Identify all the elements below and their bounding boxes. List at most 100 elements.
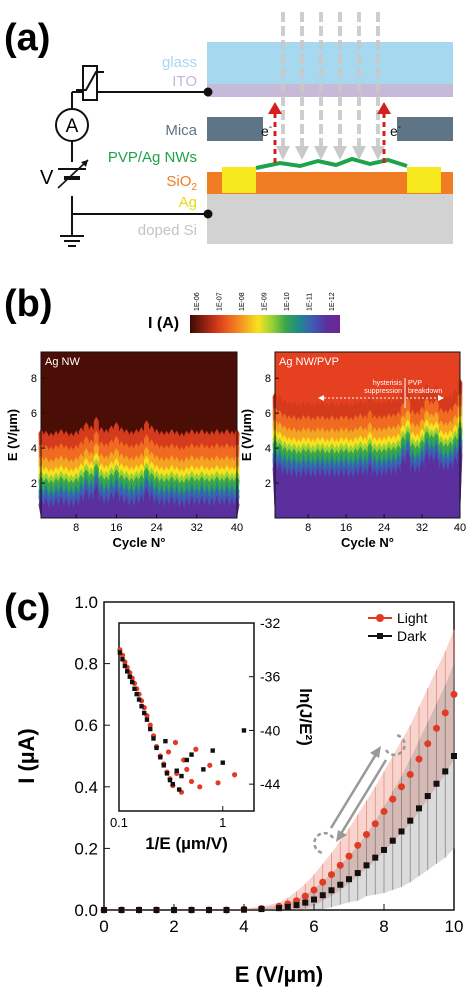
inset-dark-point xyxy=(122,663,128,669)
inset-dark-point xyxy=(184,757,189,763)
light-point xyxy=(354,841,362,849)
inset-dark-point xyxy=(163,738,168,744)
dark-point xyxy=(381,846,387,853)
dark-point xyxy=(337,881,344,888)
light-point xyxy=(389,795,397,803)
dark-point xyxy=(372,854,379,861)
inset-dark-point xyxy=(179,773,184,779)
layer-label-mica: Mica xyxy=(165,122,197,139)
x-tick-label: 32 xyxy=(416,522,428,534)
inset-light-point xyxy=(165,749,172,755)
inset-dark-point xyxy=(170,781,176,787)
inset-light-point xyxy=(215,780,221,786)
legend-light-label: Light xyxy=(397,610,427,626)
heatmap-title: Ag NW/PVP xyxy=(279,356,339,368)
inset-x-tick-label: 1 xyxy=(219,815,226,830)
fn-inset-plot: 0.1 1 -32 -36 -40 -44 1/E (µm/V) ln(J/E²) xyxy=(110,615,315,853)
dark-point xyxy=(302,899,309,906)
inset-dark-point xyxy=(176,787,182,792)
heatmap-frame xyxy=(40,351,238,519)
light-point xyxy=(363,831,370,839)
x-axis-label: Cycle N° xyxy=(113,535,166,550)
colorbar-tick-label: 1E-09 xyxy=(262,292,269,311)
legend-light-marker xyxy=(376,614,384,622)
voltage-label: V xyxy=(40,167,54,189)
inset-light-point xyxy=(231,772,238,778)
inset-x-tick-label: 0.1 xyxy=(110,815,128,830)
dark-point xyxy=(118,907,125,913)
dark-point xyxy=(153,907,160,913)
annotation-suppression: suppression xyxy=(364,388,402,395)
panel-a: (a) A V glass ITO xyxy=(4,12,453,247)
top-contact-dot xyxy=(203,87,213,97)
dark-point xyxy=(389,837,396,844)
y-axis-label: E (V/µm) xyxy=(239,409,254,461)
electron-arrow-left xyxy=(268,102,282,163)
ammeter-label: A xyxy=(66,116,79,137)
y-tick-label: 0.4 xyxy=(74,778,98,797)
heatmap-frame xyxy=(274,351,461,519)
inset-dark-point xyxy=(161,763,166,768)
inset-light-point xyxy=(197,784,203,790)
light-arrow-5 xyxy=(352,12,366,160)
inset-dark-point xyxy=(189,752,194,757)
y-tick-label: 8 xyxy=(265,373,271,385)
inset-dark-point xyxy=(144,717,150,722)
inset-y-tick-label: -40 xyxy=(260,722,280,738)
panel-c: (c) 0 2 4 6 8 10 0.0 0.2 0.4 0.6 0.8 1.0 E (V/µm) I (… xyxy=(4,587,463,987)
annotation-breakdown: breakdown xyxy=(408,388,442,395)
y-tick-label: 4 xyxy=(265,443,271,455)
light-arrows xyxy=(276,12,385,160)
y-tick-label: 8 xyxy=(31,373,37,385)
y-axis-label: E (V/µm) xyxy=(5,409,20,461)
light-arrow-2 xyxy=(295,12,309,160)
light-arrow-1 xyxy=(276,12,290,160)
x-tick-label: 40 xyxy=(231,522,243,534)
ag-contact-left xyxy=(222,167,256,193)
layer-label-sio2: SiO2 xyxy=(166,173,197,193)
y-tick-label: 1.0 xyxy=(74,593,98,612)
light-arrow-4 xyxy=(333,12,347,160)
inset-dark-point xyxy=(125,669,130,674)
colorbar-tick-label: 1E-10 xyxy=(284,292,291,311)
light-point xyxy=(415,755,423,763)
inset-frame xyxy=(118,622,255,812)
inset-dark-point xyxy=(129,679,135,685)
legend-dark-marker xyxy=(377,633,383,639)
inset-dark-point xyxy=(151,736,156,741)
x-tick-label: 24 xyxy=(378,522,390,534)
colorbar-tick-label: 1E-12 xyxy=(329,292,336,311)
layer-label-ito: ITO xyxy=(172,73,197,90)
dark-point xyxy=(293,902,300,909)
inset-dark-point xyxy=(220,760,225,765)
x-tick-label: 24 xyxy=(150,522,162,534)
x-tick-label: 4 xyxy=(239,917,248,936)
layer-label-pvp: PVP/Ag NWs xyxy=(108,149,197,166)
layer-label-si: doped Si xyxy=(138,222,197,239)
electron-label-right: e- xyxy=(390,122,401,139)
inset-light-point xyxy=(207,762,213,768)
dark-point xyxy=(136,907,142,913)
y-tick-label: 0.2 xyxy=(74,839,98,858)
inset-dark-point xyxy=(132,686,137,691)
inset-x-axis-label: 1/E (µm/V) xyxy=(145,834,228,853)
y-axis-label: I (µA) xyxy=(14,728,39,783)
inset-dark-point xyxy=(127,674,132,679)
legend-dark-label: Dark xyxy=(397,628,428,644)
bottom-contact-dot xyxy=(203,209,213,219)
nanowire-network xyxy=(255,156,408,170)
colorbar-ticks: 1E-06 1E-07 1E-08 1E-09 1E-10 1E-11 1E-12 xyxy=(194,292,336,311)
light-point xyxy=(398,783,405,791)
light-arrow-6 xyxy=(371,12,385,160)
layer-label-ag: Ag xyxy=(179,194,197,211)
x-axis-label: E (V/µm) xyxy=(235,962,323,987)
panel-label-b: (b) xyxy=(4,283,53,325)
inset-dark-point xyxy=(158,755,163,760)
heatmap-band xyxy=(38,483,240,518)
inset-light-point xyxy=(147,722,153,728)
dark-point xyxy=(416,805,422,812)
variable-voltage-source-icon xyxy=(57,159,89,189)
dark-point xyxy=(328,887,335,894)
